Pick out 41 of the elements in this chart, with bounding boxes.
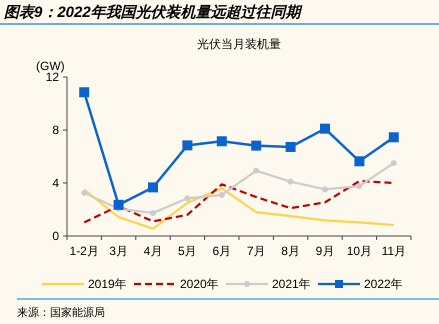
- x-tick-label: 9月: [316, 244, 334, 258]
- y-tick-label: 0: [52, 229, 60, 243]
- point: [253, 168, 260, 174]
- y-tick-label: 12: [46, 70, 60, 84]
- x-tick-label: 5月: [178, 244, 197, 258]
- point: [79, 87, 90, 98]
- point: [218, 192, 225, 198]
- chart-subtitle: 光伏当月装机量: [197, 37, 281, 51]
- legend-label: 2022年: [364, 277, 403, 291]
- y-tick-label: 8: [52, 123, 60, 137]
- legend-label: 2020年: [180, 277, 219, 291]
- x-tick-label: 6月: [212, 244, 232, 258]
- point: [288, 178, 294, 185]
- point: [148, 182, 158, 192]
- point: [320, 124, 330, 134]
- legend-label: 2019年: [88, 277, 127, 291]
- source-note: 来源：国家能源局: [17, 306, 105, 319]
- point: [354, 156, 364, 166]
- point: [81, 190, 88, 196]
- point: [356, 183, 362, 190]
- x-tick-label: 7月: [246, 244, 266, 258]
- x-tick-label: 11月: [382, 244, 406, 258]
- y-tick-label: 4: [52, 176, 60, 190]
- x-tick-label: 3月: [109, 244, 128, 258]
- point: [286, 142, 296, 152]
- chart-title: 图表9：2022年我国光伏装机量远超过往同期: [4, 4, 304, 21]
- y-axis-title: (GW): [36, 59, 65, 73]
- x-tick-label: 1-2月: [70, 244, 99, 258]
- point: [390, 160, 397, 166]
- x-tick-label: 10月: [346, 244, 372, 258]
- x-tick-label: 8月: [281, 244, 300, 258]
- point: [184, 195, 190, 202]
- point: [182, 140, 192, 150]
- point: [322, 186, 328, 192]
- point: [150, 210, 156, 216]
- point: [251, 140, 262, 151]
- legend-label: 2021年: [272, 277, 311, 291]
- point: [216, 136, 227, 146]
- x-tick-label: 4月: [144, 244, 162, 258]
- point: [114, 200, 124, 210]
- point: [388, 132, 399, 142]
